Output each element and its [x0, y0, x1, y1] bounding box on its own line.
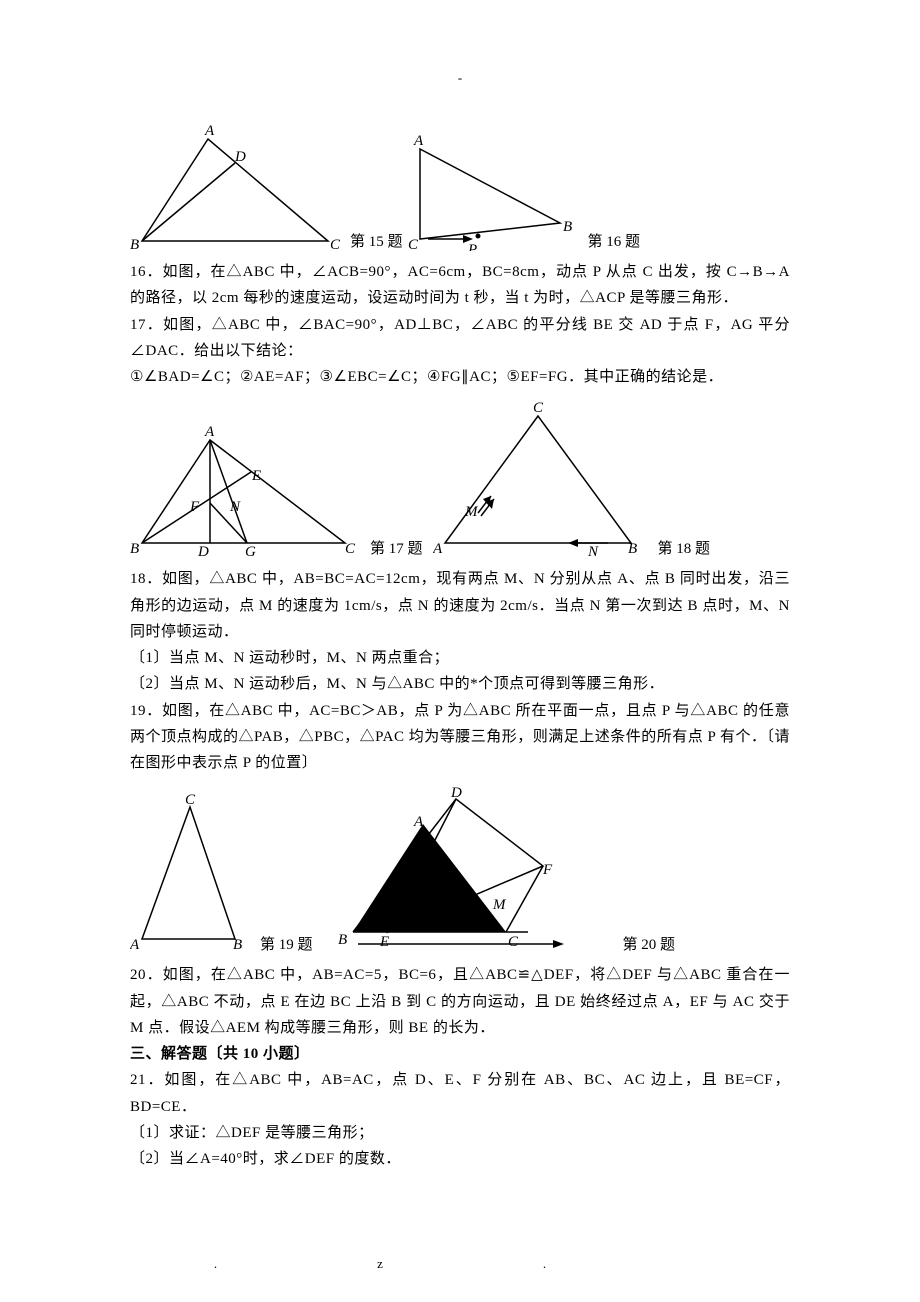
- svg-text:C: C: [185, 792, 196, 808]
- question-21-part2: 〔2〕当∠A=40°时，求∠DEF 的度数．: [130, 1146, 790, 1172]
- question-19: 19．如图，在△ABC 中，AC=BC＞AB，点 P 为△ABC 所在平面一点，…: [130, 698, 790, 777]
- svg-text:A: A: [130, 937, 140, 953]
- svg-text:B: B: [563, 219, 572, 235]
- section-3-heading: 三、解答题〔共 10 小题〕: [130, 1041, 790, 1067]
- svg-text:A: A: [204, 424, 215, 440]
- figure-15-svg: A D B C: [130, 121, 340, 251]
- figure-20-caption: 第 20 题: [623, 933, 676, 954]
- question-21-stem: 21．如图，在△ABC 中，AB=AC，点 D、E、F 分别在 AB、BC、AC…: [130, 1067, 790, 1120]
- svg-text:F: F: [542, 862, 553, 878]
- svg-text:P: P: [467, 242, 477, 251]
- footer-left: .: [214, 1256, 377, 1271]
- figure-19-caption: 第 19 题: [260, 933, 313, 954]
- question-20: 20．如图，在△ABC 中，AB=AC=5，BC=6，且△ABC≌△DEF，将△…: [130, 962, 790, 1041]
- svg-text:A: A: [413, 133, 424, 149]
- svg-text:D: D: [197, 544, 209, 558]
- figure-17-caption: 第 17 题: [370, 537, 423, 558]
- svg-text:E: E: [379, 934, 389, 950]
- figure-18-svg: C A B M N: [433, 398, 648, 558]
- svg-text:C: C: [508, 934, 519, 950]
- svg-text:G: G: [245, 544, 256, 558]
- svg-text:N: N: [229, 499, 241, 515]
- svg-text:B: B: [130, 541, 139, 557]
- svg-text:A: A: [204, 123, 215, 139]
- svg-text:C: C: [408, 237, 419, 251]
- header-mark: -: [130, 70, 790, 86]
- footer-marks: .z.: [0, 1256, 920, 1272]
- figure-16-caption: 第 16 题: [588, 230, 641, 251]
- svg-text:N: N: [587, 544, 599, 558]
- question-17-stem: 17．如图，△ABC 中，∠BAC=90°，AD⊥BC，∠ABC 的平分线 BE…: [130, 312, 790, 365]
- question-18-part1: 〔1〕当点 M、N 运动秒时，M、N 两点重合；: [130, 645, 790, 671]
- figure-17-svg: A B C D G E F N: [130, 418, 360, 558]
- question-21-part1: 〔1〕求证：△DEF 是等腰三角形；: [130, 1120, 790, 1146]
- svg-text:M: M: [492, 897, 507, 913]
- question-16: 16．如图，在△ABC 中，∠ACB=90°，AC=6cm，BC=8cm，动点 …: [130, 259, 790, 312]
- question-18-part2: 〔2〕当点 M、N 运动秒后，M、N 与△ABC 中的*个顶点可得到等腰三角形．: [130, 671, 790, 697]
- question-18-stem: 18．如图，△ABC 中，AB=BC=AC=12cm，现有两点 M、N 分别从点…: [130, 566, 790, 645]
- svg-text:B: B: [130, 237, 139, 251]
- figure-19-svg: C A B: [130, 789, 250, 954]
- figure-15-caption: 第 15 题: [350, 230, 403, 251]
- svg-text:A: A: [433, 541, 443, 557]
- figure-row-17-18: A B C D G E F N 第 17 题 C A B M N 第 18 题: [130, 398, 790, 558]
- footer-right: z.: [377, 1256, 706, 1271]
- figure-row-19-20: C A B 第 19 题 D A F M B E C 第 20 题: [130, 784, 790, 954]
- figure-row-15-16: A D B C 第 15 题 A C B P 第 16 题: [130, 121, 790, 251]
- figure-20-svg: D A F M B E C: [318, 784, 578, 954]
- figure-16-svg: A C B P: [408, 131, 578, 251]
- svg-text:C: C: [330, 237, 340, 251]
- figure-18-caption: 第 18 题: [658, 537, 711, 558]
- svg-text:B: B: [338, 932, 347, 948]
- question-17-options: ①∠BAD=∠C；②AE=AF；③∠EBC=∠C；④FG∥AC；⑤EF=FG．其…: [130, 364, 790, 390]
- svg-text:C: C: [533, 400, 544, 416]
